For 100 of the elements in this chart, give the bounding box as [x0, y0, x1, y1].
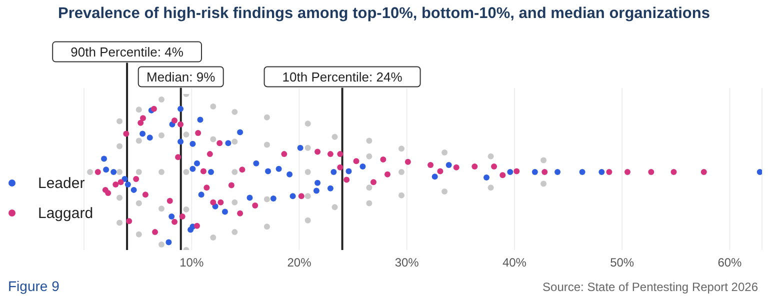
point [126, 218, 132, 224]
point [366, 138, 372, 144]
point [136, 169, 142, 175]
point [101, 156, 108, 162]
point [116, 194, 123, 201]
point [453, 164, 460, 170]
point [122, 176, 128, 182]
ref-line-label: Median: 9% [146, 69, 216, 84]
point [304, 169, 311, 175]
point [87, 169, 94, 175]
point [366, 153, 372, 160]
point [124, 181, 131, 188]
point [183, 169, 190, 175]
point [446, 162, 452, 168]
point [598, 169, 605, 175]
point [140, 130, 146, 137]
point [265, 168, 272, 174]
point [239, 166, 246, 173]
point [197, 116, 204, 123]
point [198, 192, 204, 198]
point [252, 202, 258, 209]
point [158, 96, 164, 102]
point [136, 106, 142, 113]
point [172, 218, 178, 225]
point [428, 162, 434, 168]
point [175, 154, 182, 160]
ref-line-label: 90th Percentile: 4% [70, 44, 184, 60]
point [232, 138, 238, 145]
point [136, 138, 142, 144]
point [327, 151, 334, 158]
point [483, 174, 490, 180]
point [146, 134, 153, 141]
point [168, 213, 175, 220]
point [150, 106, 157, 112]
point [472, 164, 478, 170]
x-tick-label: 20% [287, 256, 312, 270]
x-tick-label: 30% [394, 256, 420, 270]
point [179, 213, 186, 220]
point [314, 148, 321, 155]
point [398, 169, 404, 175]
point [123, 130, 130, 137]
point [237, 129, 244, 136]
point [442, 150, 448, 156]
point [158, 242, 164, 248]
point [246, 194, 253, 201]
point [142, 192, 148, 198]
point [183, 206, 190, 212]
point [210, 136, 216, 142]
point [297, 144, 304, 151]
point [158, 132, 164, 138]
point [532, 169, 538, 175]
point [332, 134, 338, 140]
point [432, 174, 438, 180]
point [304, 193, 311, 200]
caption: Figure 9 [8, 278, 60, 294]
point [152, 229, 158, 236]
point [253, 160, 260, 166]
point [337, 151, 344, 158]
point [756, 169, 762, 175]
point [232, 108, 238, 115]
x-tick-label: 50% [610, 256, 634, 270]
x-tick-label: 40% [502, 256, 527, 270]
point [304, 217, 311, 224]
point [398, 146, 404, 152]
point [166, 198, 173, 204]
point [488, 153, 494, 160]
point [195, 130, 202, 136]
point [398, 192, 404, 198]
point [116, 220, 123, 226]
point [225, 140, 232, 146]
point [380, 156, 386, 163]
point [540, 180, 547, 187]
point [286, 171, 293, 178]
point [204, 184, 210, 191]
point [210, 199, 216, 206]
point [200, 168, 206, 174]
point [172, 118, 178, 124]
point [360, 164, 366, 170]
point [491, 164, 498, 170]
point [264, 196, 270, 202]
point [624, 169, 630, 175]
point [270, 196, 276, 202]
point [313, 188, 320, 194]
point [206, 151, 213, 158]
point [194, 160, 200, 166]
point [105, 190, 112, 196]
point [648, 169, 654, 175]
point [158, 206, 164, 212]
point [700, 169, 707, 175]
point [178, 138, 184, 145]
point [178, 106, 184, 112]
point [353, 158, 360, 164]
point [116, 169, 123, 175]
point [332, 204, 338, 210]
point [500, 172, 506, 178]
point [178, 121, 184, 128]
point [281, 151, 288, 158]
point [232, 199, 238, 206]
point [140, 115, 146, 122]
source-note: Source: State of Pentesting Report 2026 [542, 280, 758, 294]
